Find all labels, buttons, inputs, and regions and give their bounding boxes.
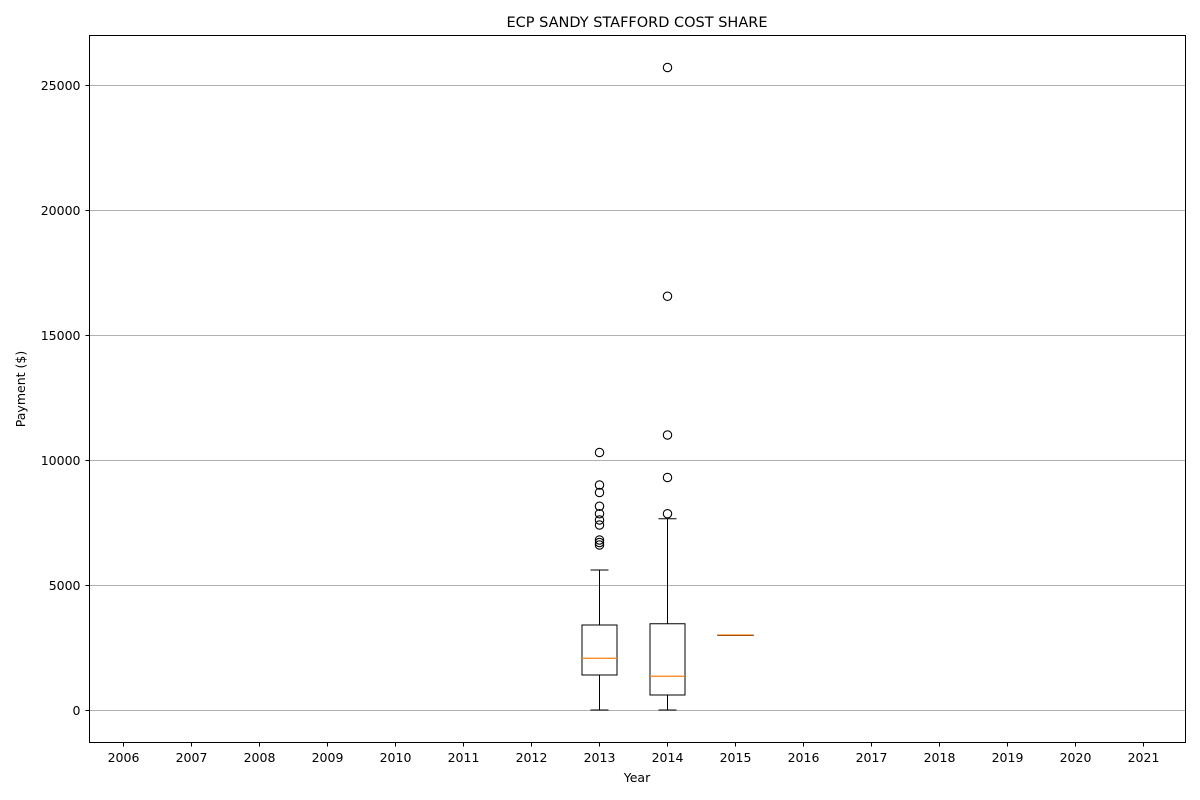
grid-lines [89, 85, 1186, 711]
y-axis-label: Payment ($) [13, 351, 28, 427]
y-tick-label: 0 [73, 703, 81, 718]
x-tick-label: 2009 [312, 750, 344, 765]
axes: 0 5000 10000 15000 20000 25000 2006 2007 2008 200… [41, 78, 1160, 765]
plot-frame [89, 35, 1186, 743]
x-tick-label: 2012 [516, 750, 548, 765]
x-tick-label: 2011 [448, 750, 480, 765]
chart-title: ECP SANDY STAFFORD COST SHARE [507, 15, 768, 31]
outlier-point [594, 535, 605, 545]
outlier-point [594, 480, 605, 490]
outlier-point [662, 508, 673, 519]
outlier-point [594, 447, 605, 458]
x-tick-label: 2013 [584, 750, 616, 765]
outlier-point [594, 520, 605, 530]
x-tick-label: 2014 [652, 750, 684, 765]
box-iqr [581, 624, 618, 676]
x-tick-label: 2016 [788, 750, 820, 765]
x-tick-label: 2015 [720, 750, 752, 765]
outlier-point [594, 537, 605, 548]
x-tick-label: 2018 [924, 750, 956, 765]
x-tick-label: 2006 [108, 750, 140, 765]
outlier-point [594, 515, 605, 525]
outlier-point [662, 62, 673, 73]
y-tick-label: 5000 [49, 578, 81, 593]
outlier-point [662, 472, 673, 483]
outlier-point [594, 540, 605, 550]
box-iqr [649, 623, 686, 696]
plot-data [581, 62, 754, 711]
x-tick-label: 2010 [380, 750, 412, 765]
x-tick-label: 2021 [1128, 750, 1160, 765]
x-axis-label: Year [623, 770, 651, 785]
x-tick-label: 2020 [1060, 750, 1092, 765]
outlier-point [594, 501, 605, 511]
y-tick-label: 20000 [41, 203, 81, 218]
y-tick-label: 15000 [41, 328, 81, 343]
outlier-point [662, 291, 673, 301]
outlier-point [662, 430, 673, 440]
x-tick-label: 2008 [244, 750, 276, 765]
x-tick-label: 2017 [856, 750, 888, 765]
x-tick-label: 2007 [176, 750, 208, 765]
outlier-point [594, 508, 605, 519]
y-tick-label: 10000 [41, 453, 81, 468]
y-tick-label: 25000 [41, 78, 81, 93]
outlier-point [594, 487, 605, 498]
x-tick-label: 2019 [992, 750, 1024, 765]
